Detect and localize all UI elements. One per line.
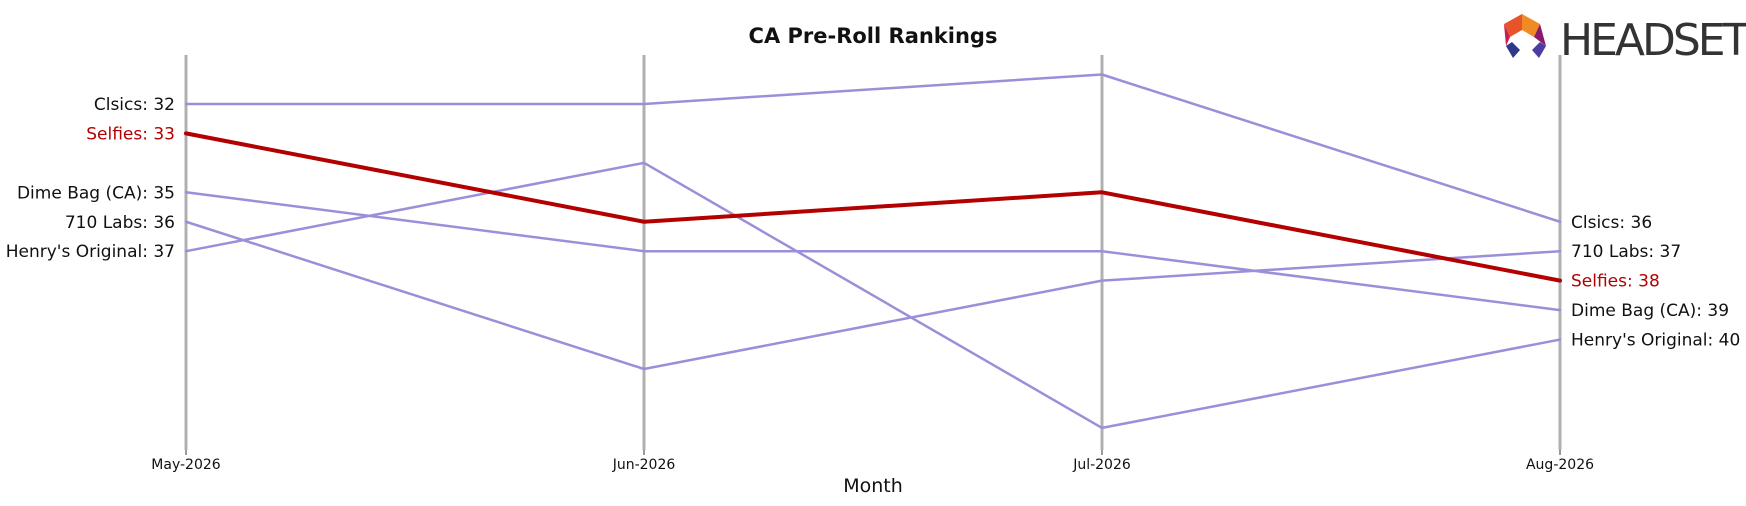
end-rank-label: Selfies: 38	[1571, 272, 1660, 292]
start-rank-label: Dime Bag (CA): 35	[17, 183, 175, 203]
series-line	[184, 161, 1562, 430]
start-rank-label: Henry's Original: 37	[6, 242, 175, 262]
headset-logo-text: HEADSET	[1560, 15, 1746, 66]
series-line	[184, 220, 1562, 371]
start-rank-label: 710 Labs: 36	[65, 213, 175, 233]
end-rank-label: Clsics: 36	[1571, 213, 1652, 233]
headset-logo: HEADSET	[1504, 14, 1746, 66]
labels-layer: Clsics: 32 Clsics: 36 Selfies: 33 Selfies: …	[6, 95, 1741, 351]
headset-logo-mark	[1504, 14, 1546, 58]
start-rank-label: Clsics: 32	[94, 95, 175, 115]
end-rank-label: Dime Bag (CA): 39	[1571, 301, 1729, 321]
axes-layer: May-2026 Jun-2026 Jul-2026 Aug-2026	[151, 55, 1594, 473]
chart-title: CA Pre-Roll Rankings	[749, 24, 998, 48]
x-tick-label: Jun-2026	[612, 457, 676, 473]
start-rank-label: Selfies: 33	[86, 124, 175, 144]
series-line	[184, 73, 1562, 223]
x-tick-label: Jul-2026	[1072, 457, 1131, 473]
series-line	[184, 131, 1562, 283]
x-tick-label: May-2026	[151, 457, 220, 473]
series-layer	[184, 73, 1562, 430]
x-axis-label: Month	[843, 475, 903, 497]
series-line	[184, 191, 1562, 312]
end-rank-label: 710 Labs: 37	[1571, 242, 1681, 262]
end-rank-label: Henry's Original: 40	[1571, 331, 1740, 351]
x-tick-label: Aug-2026	[1526, 457, 1594, 473]
